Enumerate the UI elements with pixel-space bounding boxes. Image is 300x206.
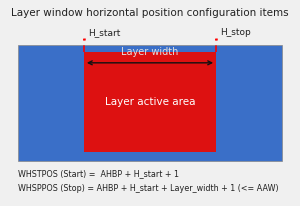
Text: Layer width: Layer width <box>121 47 179 57</box>
Text: H_start: H_start <box>88 28 121 37</box>
Text: Layer active area: Layer active area <box>105 97 195 107</box>
Text: WHSTPOS (Start) =  AHBP + H_start + 1: WHSTPOS (Start) = AHBP + H_start + 1 <box>18 170 179 179</box>
Text: WHSPPOS (Stop) = AHBP + H_start + Layer_width + 1 (<= AAW): WHSPPOS (Stop) = AHBP + H_start + Layer_… <box>18 184 279 193</box>
Text: Layer window horizontal position configuration items: Layer window horizontal position configu… <box>11 8 289 18</box>
Bar <box>18 45 282 161</box>
Text: H_stop: H_stop <box>220 28 251 37</box>
Bar <box>84 52 216 152</box>
